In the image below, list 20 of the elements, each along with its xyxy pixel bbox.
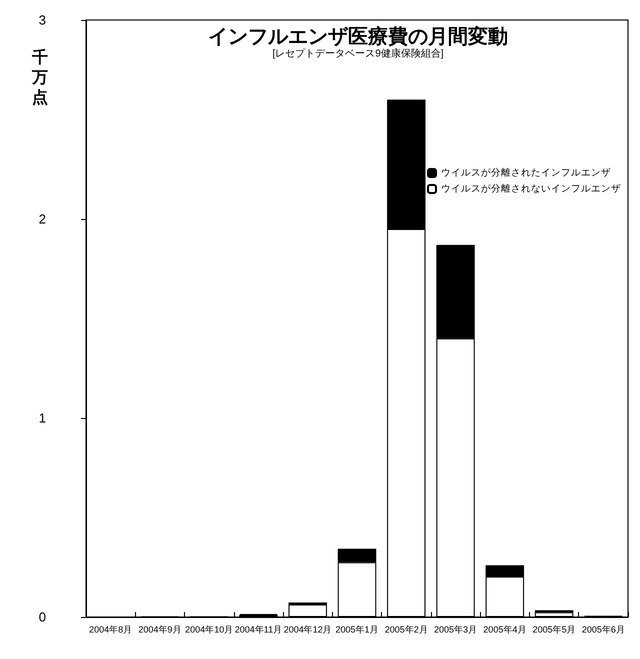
y-tick-label: 1 <box>38 410 46 426</box>
x-tick-label: 2004年12月 <box>284 624 332 634</box>
x-tick-label: 2005年4月 <box>483 624 526 634</box>
x-tick-label: 2005年6月 <box>582 624 625 634</box>
y-tick-label: 3 <box>38 12 46 28</box>
x-tick-label: 2005年3月 <box>434 624 478 634</box>
y-tick-label: 0 <box>38 610 46 624</box>
chart-title: インフルエンザ医療費の月間変動 <box>208 25 508 48</box>
x-tick-label: 2005年5月 <box>532 624 576 634</box>
x-tick-label: 2004年11月 <box>234 624 282 634</box>
legend-label: ウイルスが分離されないインフルエンザ <box>441 182 621 194</box>
x-tick-label: 2005年1月 <box>335 624 379 634</box>
x-tick-label: 2005年2月 <box>384 624 428 634</box>
text: [レセプトデータベース9健康保険組合] <box>272 48 444 60</box>
x-tick-label: 2004年8月 <box>89 624 132 634</box>
y-axis-title: 千万点 <box>31 48 48 106</box>
y-tick-label: 2 <box>38 212 46 226</box>
legend-label: ウイルスが分離されたインフルエンザ <box>441 166 611 178</box>
x-tick-label: 2004年10月 <box>185 624 234 634</box>
x-tick-label: 2004年9月 <box>138 624 182 634</box>
